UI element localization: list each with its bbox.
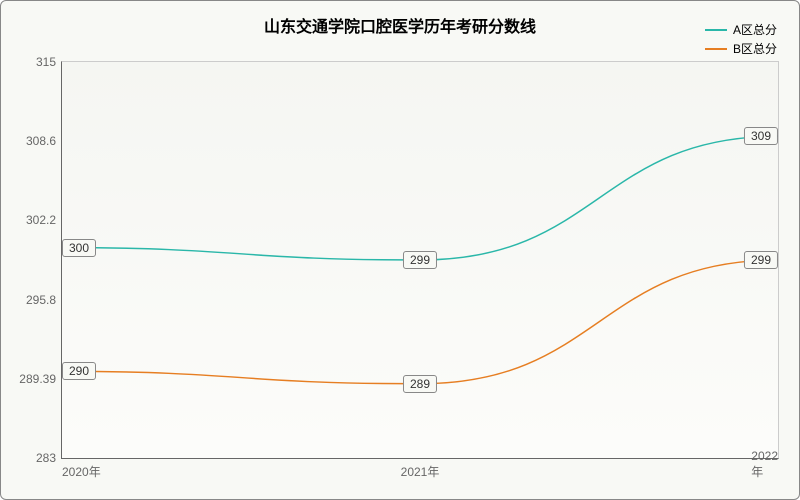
data-label: 289 <box>403 375 437 393</box>
legend-item-b: B区总分 <box>705 40 777 57</box>
legend-swatch-a <box>705 29 727 31</box>
y-axis-tick: 308.6 <box>12 134 56 148</box>
y-axis-tick: 283 <box>12 451 56 465</box>
data-label: 300 <box>62 239 96 257</box>
series-line <box>62 136 778 260</box>
chart-container: 山东交通学院口腔医学历年考研分数线 A区总分 B区总分 283289.39295… <box>0 0 800 500</box>
data-label: 299 <box>744 251 778 269</box>
legend-label-b: B区总分 <box>733 40 777 57</box>
y-axis-tick: 289.39 <box>12 372 56 386</box>
y-axis-tick: 302.2 <box>12 213 56 227</box>
chart-title: 山东交通学院口腔医学历年考研分数线 <box>264 13 536 37</box>
series-line <box>62 260 778 384</box>
legend-label-a: A区总分 <box>733 21 777 38</box>
legend: A区总分 B区总分 <box>705 21 777 59</box>
legend-item-a: A区总分 <box>705 21 777 38</box>
plot-area: 283289.39295.8302.2308.63152020年2021年202… <box>61 61 779 459</box>
data-label: 299 <box>403 251 437 269</box>
y-axis-tick: 295.8 <box>12 293 56 307</box>
y-axis-tick: 315 <box>12 55 56 69</box>
x-axis-tick: 2020年 <box>62 463 101 480</box>
data-label: 290 <box>62 362 96 380</box>
data-label: 309 <box>744 127 778 145</box>
legend-swatch-b <box>705 48 727 50</box>
x-axis-tick: 2021年 <box>401 463 440 480</box>
x-axis-tick: 2022年 <box>751 449 778 480</box>
